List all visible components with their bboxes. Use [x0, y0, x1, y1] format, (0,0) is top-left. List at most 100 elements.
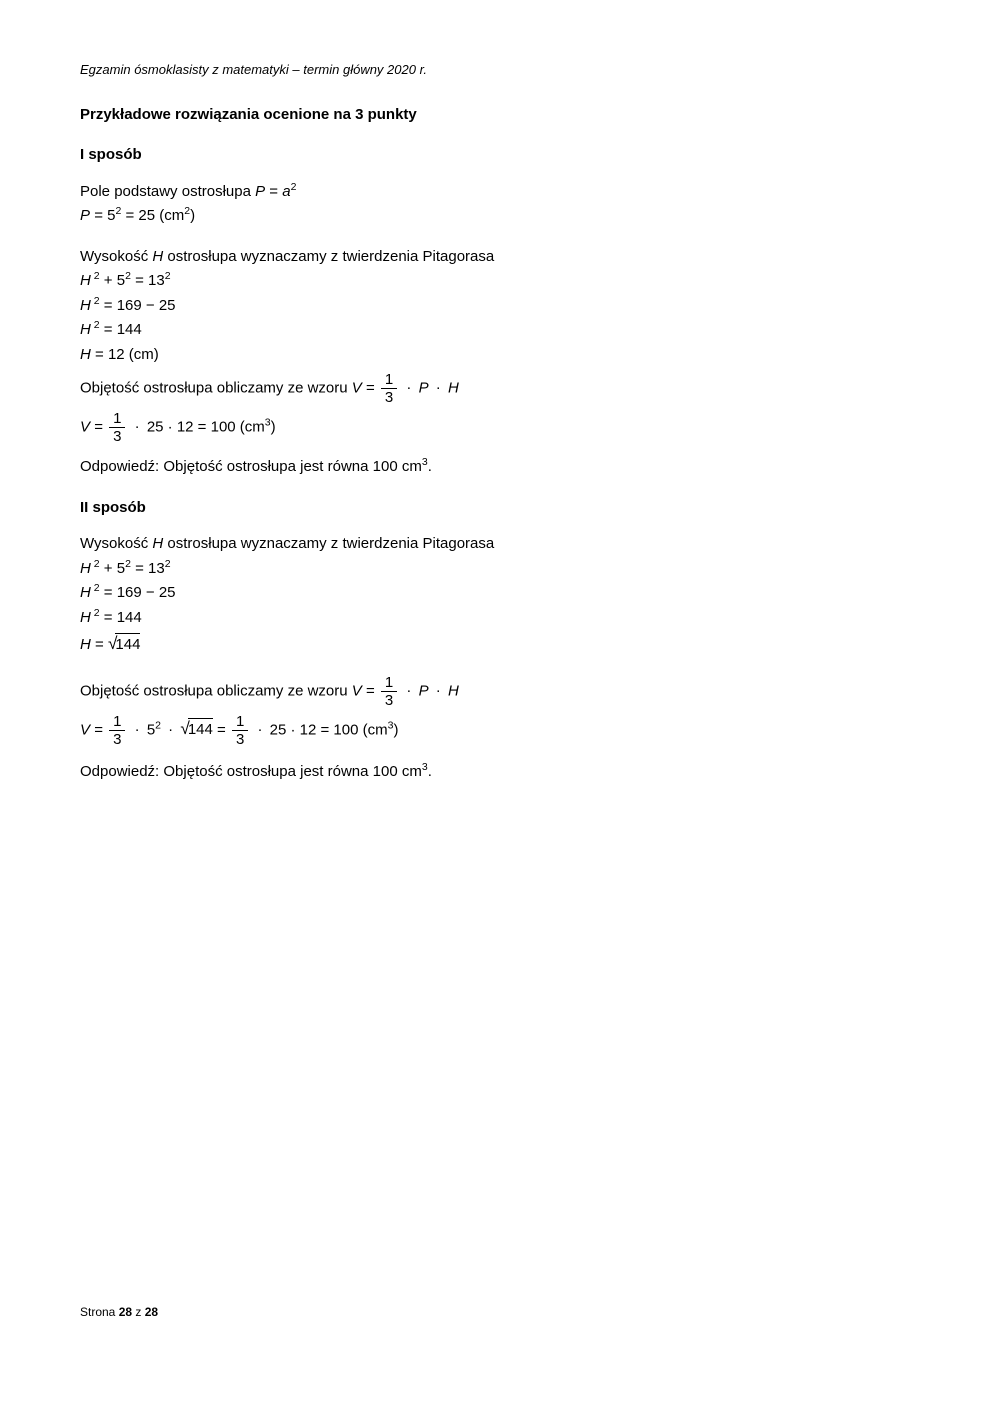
m1-s2a: 2	[91, 270, 100, 282]
sqrt-144-b: √144	[180, 716, 213, 742]
m2-V2: V	[80, 721, 90, 738]
m2-5sq: 5	[147, 721, 155, 738]
sqrt-content2: 144	[188, 718, 213, 742]
m1-var-a: a	[282, 183, 290, 200]
dot8: ·	[254, 719, 265, 742]
m1-eq2: =	[94, 418, 107, 435]
m1-Pv: P	[419, 379, 429, 396]
m2-H2: H	[80, 584, 91, 601]
m2-Pv: P	[419, 682, 429, 699]
fraction-one-third-c: 1 3	[381, 675, 397, 708]
fraction-one-third-b: 1 3	[109, 411, 125, 444]
m2-s2b: 2	[125, 558, 131, 570]
frac-den: 3	[381, 389, 397, 405]
m1-vol-intro: Objętość ostrosłupa obliczamy ze wzoru V…	[80, 372, 913, 405]
m2-vol-calc: V = 1 3 · 52 · √144 = 1 3 · 25 · 12 = 10…	[80, 714, 913, 747]
frac-num: 1	[381, 372, 397, 389]
frac-num2: 1	[109, 411, 125, 428]
section-title: Przykładowe rozwiązania ocenione na 3 pu…	[80, 104, 913, 127]
m1-base-area-intro-text: Pole podstawy ostrosłupa	[80, 183, 255, 200]
m2-V: V	[352, 682, 362, 699]
fraction-one-third-d: 1 3	[109, 714, 125, 747]
frac-num5: 1	[232, 714, 248, 731]
m2-heq2a: = 169 − 25	[104, 584, 176, 601]
m2-heq4: H = √144	[80, 631, 913, 657]
m1-base-area-intro: Pole podstawy ostrosłupa P = a2	[80, 181, 913, 204]
m1-heq4a: = 12 (cm)	[95, 346, 159, 363]
m1-H1: H	[80, 272, 91, 289]
m2-h-prefix: Wysokość	[80, 535, 152, 552]
m2-H4: H	[80, 636, 91, 653]
close-paren2: )	[271, 418, 276, 435]
m1-heq2: H 2 = 169 − 25	[80, 295, 913, 318]
m2-height-intro: Wysokość H ostrosłupa wyznaczamy z twier…	[80, 533, 913, 556]
m1-vol-calc: V = 1 3 · 25 · 12 = 100 (cm 3)	[80, 411, 913, 444]
m2-heq3a: = 144	[104, 609, 142, 626]
m1-V2: V	[80, 418, 90, 435]
m1-height-intro: Wysokość H ostrosłupa wyznaczamy z twier…	[80, 246, 913, 269]
m2-heq1b: = 13	[135, 560, 165, 577]
dot2: ·	[433, 377, 444, 400]
footer-of: z	[132, 1305, 145, 1319]
close-paren: )	[190, 207, 195, 224]
footer-total: 28	[145, 1305, 158, 1319]
m1-heq1a: + 5	[104, 272, 125, 289]
m2-vol-rest: 25 · 12 = 100 (cm	[270, 721, 388, 738]
m1-heq3a: = 144	[104, 321, 142, 338]
frac-den2: 3	[109, 428, 125, 444]
m1-H3: H	[80, 321, 91, 338]
m1-eq: =	[366, 379, 379, 396]
m1-var-H: H	[152, 248, 163, 265]
m2-h-suffix: ostrosłupa wyznaczamy z twierdzenia Pita…	[163, 535, 494, 552]
m2-vol-intro: Objętość ostrosłupa obliczamy ze wzoru V…	[80, 675, 913, 708]
dot1: ·	[403, 377, 414, 400]
m1-base-area-value: P = 52 = 25 (cm2)	[80, 205, 913, 228]
m2-answer: Odpowiedź: Objętość ostrosłupa jest równ…	[80, 761, 913, 784]
page-footer: Strona 28 z 28	[80, 1303, 913, 1321]
m2-s2d: 2	[91, 582, 100, 594]
sqrt-content: 144	[115, 633, 140, 657]
m1-h-suffix: ostrosłupa wyznaczamy z twierdzenia Pita…	[163, 248, 494, 265]
fraction-one-third-a: 1 3	[381, 372, 397, 405]
sup-2b: 2	[115, 205, 121, 217]
m1-h-prefix: Wysokość	[80, 248, 152, 265]
m1-var-P2: P	[80, 207, 90, 224]
exam-header-note: Egzamin ósmoklasisty z matematyki – term…	[80, 60, 913, 80]
frac-den5: 3	[232, 731, 248, 747]
m1-answer: Odpowiedź: Objętość ostrosłupa jest równ…	[80, 456, 913, 479]
m2-Hv: H	[448, 682, 459, 699]
frac-num4: 1	[109, 714, 125, 731]
m2-H1: H	[80, 560, 91, 577]
m1-heq1b: = 13	[135, 272, 165, 289]
dot4: ·	[403, 680, 414, 703]
m1-heq4: H = 12 (cm)	[80, 344, 913, 367]
m2-s2e: 2	[91, 607, 100, 619]
m1-heq3: H 2 = 144	[80, 319, 913, 342]
m2-heq1a: + 5	[104, 560, 125, 577]
m2-H3: H	[80, 609, 91, 626]
m1-s2d: 2	[91, 295, 100, 307]
dot3: ·	[132, 416, 143, 439]
m1-V: V	[352, 379, 362, 396]
m2-answer-text: Odpowiedź: Objętość ostrosłupa jest równ…	[80, 763, 422, 780]
m1-Hv: H	[448, 379, 459, 396]
m2-eq4: =	[217, 721, 230, 738]
m1-heq2a: = 169 − 25	[104, 297, 176, 314]
m2-heq1: H 2 + 52 = 132	[80, 558, 913, 581]
m1-H2: H	[80, 297, 91, 314]
m2-eq2: =	[366, 682, 379, 699]
m1-H4: H	[80, 346, 91, 363]
close-paren3: )	[393, 721, 398, 738]
m2-5sq-exp: 2	[155, 719, 161, 731]
m2-eq3: =	[94, 721, 107, 738]
m1-vol-rest: 25 · 12 = 100 (cm	[147, 418, 265, 435]
m1-s2e: 2	[91, 319, 100, 331]
m2-var-H: H	[152, 535, 163, 552]
m1-var-P: P	[255, 183, 265, 200]
m1-heq1: H 2 + 52 = 132	[80, 270, 913, 293]
m1-answer-text: Odpowiedź: Objętość ostrosłupa jest równ…	[80, 458, 422, 475]
m2-eq: =	[95, 636, 108, 653]
sup-2: 2	[291, 181, 297, 193]
equals: =	[269, 183, 282, 200]
m1-vol-intro-text: Objętość ostrosłupa obliczamy ze wzoru	[80, 379, 352, 396]
